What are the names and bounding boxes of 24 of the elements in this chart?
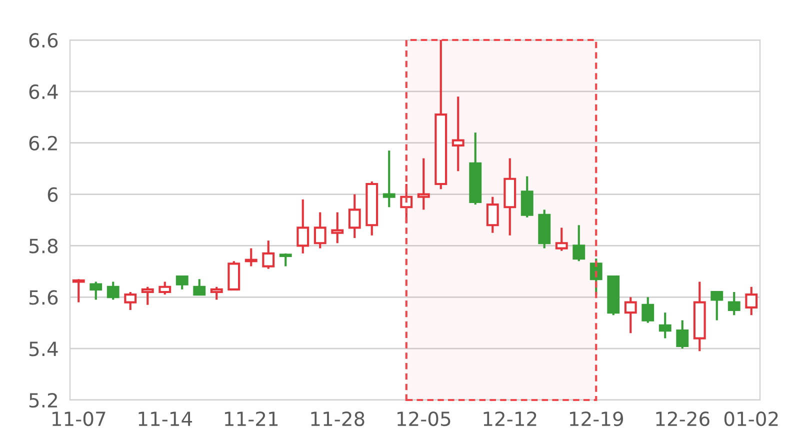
candlestick (504, 157, 516, 236)
y-tick-label: 5.6 (29, 290, 58, 305)
candlestick (417, 157, 430, 211)
y-tick-label: 6.2 (29, 136, 57, 151)
x-tick-label: 12-26 (656, 411, 710, 426)
x-tick-label: 12-05 (398, 411, 450, 426)
x-tick-label: 01-02 (724, 411, 778, 426)
candlestick (331, 211, 344, 244)
x-tick-label: 11-21 (225, 411, 278, 426)
y-tick-label: 5.8 (29, 238, 58, 254)
x-tick-label: 11-07 (52, 411, 106, 426)
x-tick-label: 11-14 (138, 412, 192, 426)
y-tick-label: 5.4 (29, 342, 58, 356)
y-tick-label: 6 (48, 187, 58, 202)
y-tick-label: 6.4 (29, 84, 58, 100)
y-tick-label: 5.2 (29, 392, 57, 408)
x-tick-label: 11-28 (311, 411, 364, 426)
candlestick (693, 280, 706, 352)
x-tick-label: 12-12 (484, 411, 536, 426)
x-tick-label: 12-19 (570, 411, 624, 426)
candlestick (348, 193, 361, 240)
y-tick-label: 6.6 (29, 32, 58, 48)
candlestick (452, 96, 464, 172)
candlestick (382, 150, 396, 208)
